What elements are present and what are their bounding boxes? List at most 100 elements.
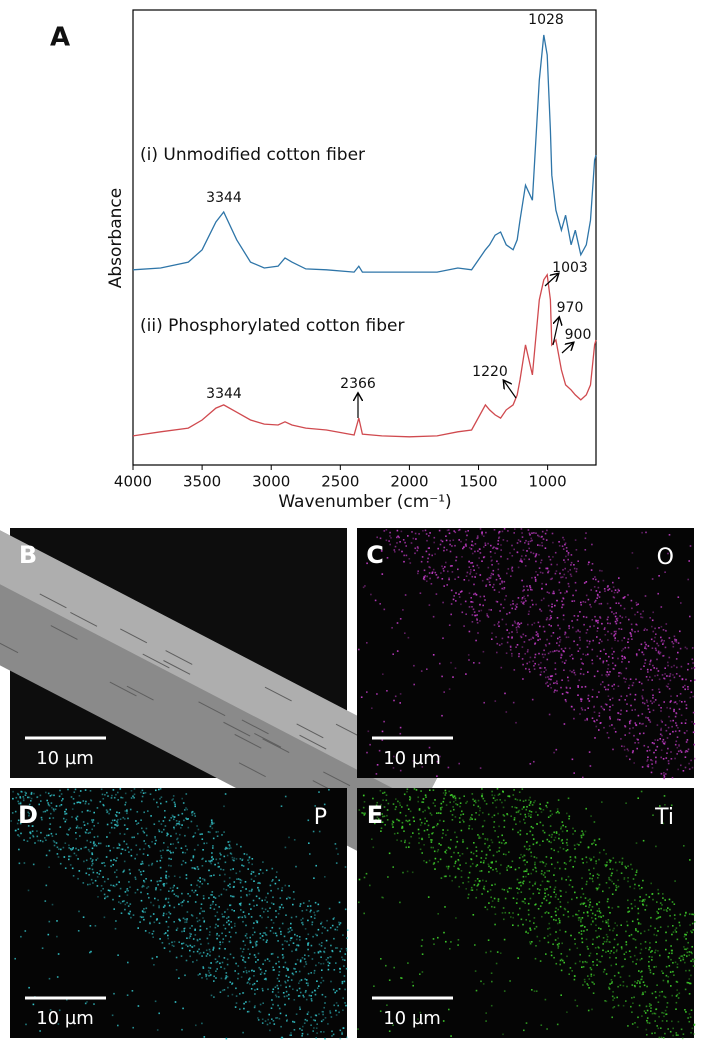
texture-dot (209, 949, 211, 951)
texture-dot (553, 682, 555, 684)
texture-dot (168, 890, 170, 892)
texture-dot (307, 920, 309, 922)
texture-dot (336, 990, 338, 992)
texture-dot (677, 967, 679, 969)
texture-dot (595, 579, 597, 581)
texture-dot (316, 1027, 318, 1029)
texture-dot (168, 926, 170, 928)
texture-dot (583, 674, 585, 676)
texture-dot (506, 652, 508, 654)
texture-dot (400, 693, 402, 695)
texture-dot (267, 989, 269, 991)
texture-dot (493, 826, 495, 828)
texture-dot (607, 589, 609, 591)
texture-dot (249, 890, 251, 892)
texture-dot (187, 911, 189, 913)
texture-dot (692, 767, 694, 769)
texture-dot (272, 1004, 274, 1006)
texture-dot (257, 959, 259, 961)
texture-dot (273, 903, 275, 905)
texture-dot (579, 639, 581, 641)
texture-dot (597, 910, 599, 912)
texture-dot (591, 981, 593, 983)
texture-dot (448, 1009, 450, 1011)
texture-dot (122, 797, 124, 799)
texture-dot (558, 541, 560, 543)
texture-dot (282, 954, 284, 956)
texture-dot (87, 810, 89, 812)
texture-dot (580, 604, 582, 606)
texture-dot (561, 826, 563, 828)
texture-dot (608, 664, 610, 666)
texture-dot (631, 638, 633, 640)
texture-dot (229, 877, 231, 879)
texture-dot (242, 1032, 244, 1034)
texture-dot (592, 717, 594, 719)
texture-dot (606, 862, 608, 864)
texture-dot (278, 992, 280, 994)
texture-dot (510, 888, 512, 890)
texture-dot (642, 901, 644, 903)
texture-dot (676, 695, 678, 697)
texture-dot (434, 799, 436, 801)
texture-dot (553, 632, 555, 634)
texture-dot (122, 901, 124, 903)
texture-dot (254, 954, 256, 956)
texture-dot (639, 681, 641, 683)
texture-dot (613, 947, 615, 949)
texture-dot (643, 901, 645, 903)
x-axis-label: Wavenumber (cm⁻¹) (278, 492, 451, 512)
texture-dot (12, 798, 14, 800)
texture-dot (651, 639, 653, 641)
texture-dot (643, 733, 645, 735)
texture-dot (186, 818, 188, 820)
texture-dot (483, 535, 485, 537)
texture-dot (650, 1010, 652, 1012)
texture-dot (203, 895, 205, 897)
texture-dot (612, 996, 614, 998)
texture-dot (612, 668, 614, 670)
texture-dot (107, 824, 109, 826)
texture-dot (215, 915, 217, 917)
texture-dot (596, 719, 598, 721)
texture-dot (453, 539, 455, 541)
texture-dot (560, 577, 562, 579)
texture-dot (521, 601, 523, 603)
texture-dot (674, 914, 676, 916)
texture-dot (563, 669, 565, 671)
texture-dot (511, 806, 513, 808)
texture-dot (503, 588, 505, 590)
texture-dot (424, 823, 426, 825)
texture-dot (655, 761, 657, 763)
texture-dot (608, 906, 610, 908)
texture-dot (598, 887, 600, 889)
texture-dot (261, 900, 263, 902)
texture-dot (173, 921, 175, 923)
texture-dot (536, 871, 538, 873)
texture-dot (654, 1032, 656, 1034)
texture-dot (288, 998, 290, 1000)
texture-dot (451, 545, 453, 547)
texture-dot (441, 715, 443, 717)
texture-dot (529, 585, 531, 587)
texture-dot (213, 838, 215, 840)
texture-dot (84, 824, 86, 826)
texture-dot (151, 841, 153, 843)
texture-dot (612, 657, 614, 659)
texture-dot (215, 970, 217, 972)
texture-dot (287, 980, 289, 982)
texture-dot (692, 696, 694, 698)
texture-dot (640, 952, 642, 954)
texture-dot (440, 859, 442, 861)
texture-dot (626, 710, 628, 712)
texture-dot (625, 802, 627, 804)
texture-dot (400, 727, 402, 729)
texture-dot (462, 820, 464, 822)
texture-dot (300, 903, 302, 905)
texture-dot (509, 632, 511, 634)
texture-dot (497, 548, 499, 550)
texture-dot (227, 855, 229, 857)
texture-dot (550, 825, 552, 827)
texture-dot (603, 709, 605, 711)
texture-dot (376, 773, 378, 775)
